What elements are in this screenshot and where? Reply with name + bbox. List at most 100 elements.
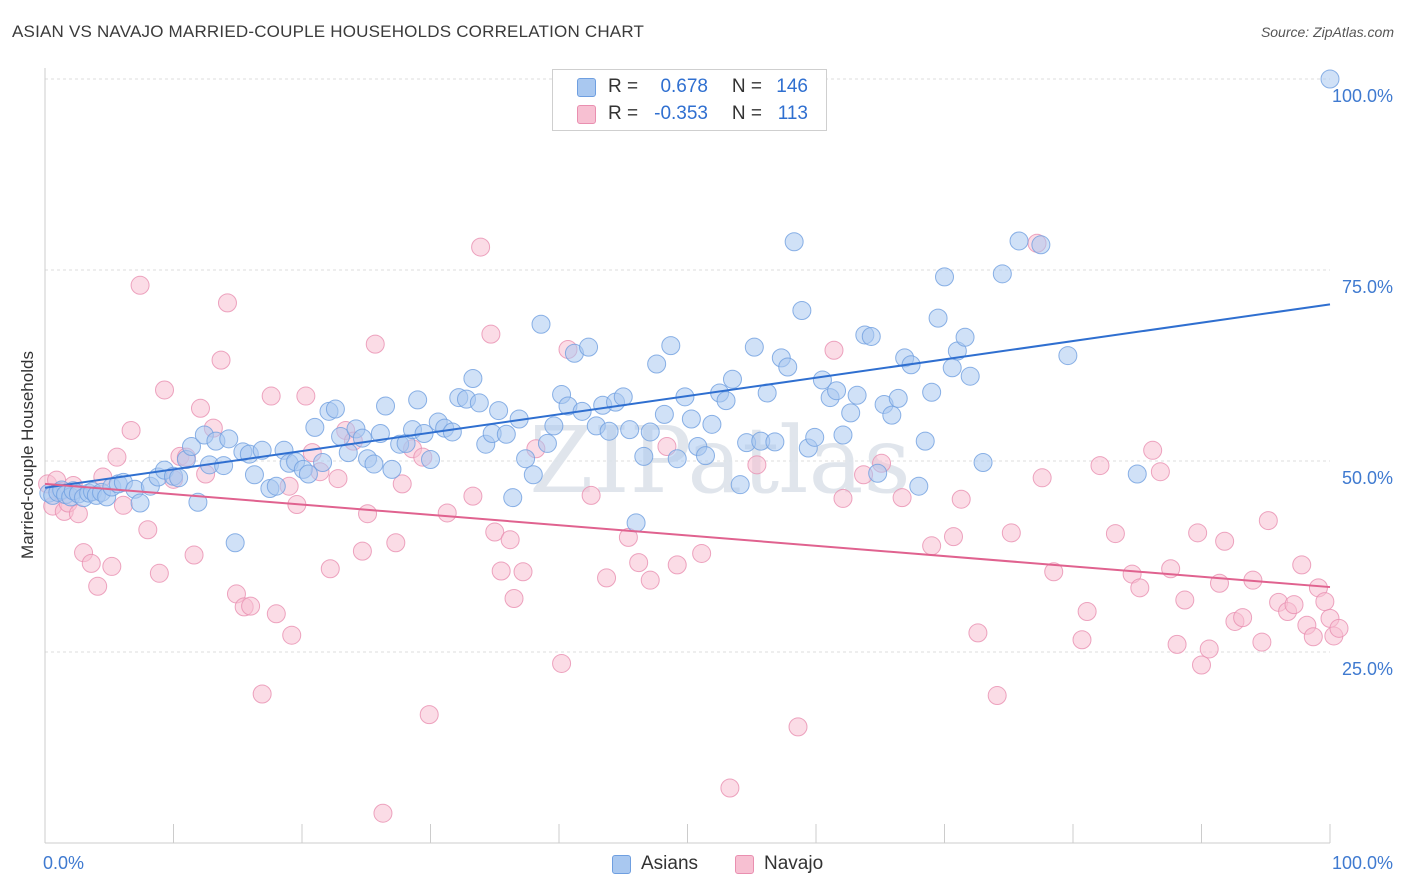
navajo-point bbox=[1090, 456, 1110, 476]
x-tick-label: 100.0% bbox=[1332, 853, 1393, 873]
n-value: 146 bbox=[776, 76, 808, 97]
asians-point bbox=[722, 369, 742, 389]
navajo-point bbox=[491, 561, 511, 581]
legend-row-navajo: R = -0.353 N = 113 bbox=[577, 102, 808, 126]
y-tick-label: 50.0% bbox=[1342, 468, 1393, 488]
navajo-point bbox=[922, 536, 942, 556]
asians-point bbox=[1320, 69, 1340, 89]
asians-point bbox=[792, 300, 812, 320]
navajo-point bbox=[107, 447, 127, 467]
navajo-point bbox=[747, 455, 767, 475]
asians-point bbox=[973, 453, 993, 473]
asians-point bbox=[626, 513, 646, 533]
navajo-trend-line bbox=[44, 482, 1331, 589]
navajo-point bbox=[667, 555, 687, 575]
asians-point bbox=[1058, 346, 1078, 366]
asians-point bbox=[181, 436, 201, 456]
navajo-point bbox=[1077, 602, 1097, 622]
asians-point bbox=[805, 427, 825, 447]
navajo-point bbox=[943, 527, 963, 547]
navajo-point bbox=[824, 340, 844, 360]
navajo-point bbox=[266, 604, 286, 624]
correlation-legend: R = 0.678 N = 146 R = -0.353 N = 113 bbox=[552, 69, 827, 131]
r-label: R = bbox=[608, 76, 639, 97]
navajo-point bbox=[1105, 524, 1125, 544]
navajo-point bbox=[720, 778, 740, 798]
asians-point bbox=[214, 456, 234, 476]
asians-point bbox=[503, 488, 523, 508]
y-axis-label: Married-couple Households bbox=[18, 351, 37, 559]
asians-point bbox=[531, 314, 551, 334]
navajo-point bbox=[968, 623, 988, 643]
navajo-point bbox=[296, 386, 316, 406]
navajo-point bbox=[629, 553, 649, 573]
asians-swatch bbox=[577, 77, 596, 97]
navajo-point bbox=[987, 686, 1007, 706]
asians-point bbox=[1009, 231, 1029, 251]
navajo-point bbox=[88, 576, 108, 596]
asians-point bbox=[130, 493, 150, 513]
asians-point bbox=[523, 465, 543, 485]
asians-point bbox=[702, 414, 722, 434]
asians-point bbox=[833, 425, 853, 445]
asians-point bbox=[915, 431, 935, 451]
navajo-point bbox=[328, 469, 348, 489]
navajo-point bbox=[1032, 468, 1052, 488]
navajo-point bbox=[1188, 523, 1208, 543]
asians-point bbox=[661, 336, 681, 356]
navajo-swatch bbox=[577, 104, 596, 124]
navajo-point bbox=[892, 488, 912, 508]
n-label: N = bbox=[731, 76, 762, 97]
navajo-legend-label: Navajo bbox=[764, 853, 824, 874]
asians-point bbox=[634, 446, 654, 466]
navajo-point bbox=[581, 485, 601, 505]
asians-point bbox=[640, 422, 660, 442]
asians-point bbox=[681, 409, 701, 429]
navajo-point bbox=[373, 803, 393, 823]
n-value: 113 bbox=[777, 103, 808, 124]
navajo-point bbox=[352, 541, 372, 561]
navajo-point bbox=[211, 350, 231, 370]
navajo-point bbox=[1258, 511, 1278, 531]
navajo-point bbox=[1001, 523, 1021, 543]
navajo-point bbox=[184, 545, 204, 565]
navajo-point bbox=[386, 533, 406, 553]
navajo-point bbox=[1315, 592, 1335, 612]
asians-point bbox=[784, 232, 804, 252]
navajo-point bbox=[1199, 639, 1219, 659]
navajo-point bbox=[788, 717, 808, 737]
navajo-point bbox=[1292, 555, 1312, 575]
navajo-point bbox=[485, 522, 505, 542]
asians-point bbox=[469, 393, 489, 413]
asians-point bbox=[442, 422, 462, 442]
asians-point bbox=[579, 337, 599, 357]
navajo-point bbox=[692, 543, 712, 563]
asians-point bbox=[882, 405, 902, 425]
asians-point bbox=[841, 403, 861, 423]
y-tick-label: 75.0% bbox=[1342, 277, 1393, 297]
navajo-legend-swatch bbox=[735, 854, 754, 874]
asians-point bbox=[370, 423, 390, 443]
asians-point bbox=[313, 453, 333, 473]
navajo-point bbox=[261, 386, 281, 406]
asians-point bbox=[695, 446, 715, 466]
navajo-point bbox=[113, 495, 133, 515]
navajo-point bbox=[102, 556, 122, 576]
navajo-point bbox=[130, 275, 150, 295]
r-value: -0.353 bbox=[654, 103, 708, 124]
navajo-point bbox=[833, 488, 853, 508]
asians-point bbox=[730, 475, 750, 495]
asians-point bbox=[861, 326, 881, 346]
asians-point bbox=[225, 533, 245, 553]
r-value: 0.678 bbox=[660, 76, 708, 97]
y-tick-label: 100.0% bbox=[1332, 86, 1393, 106]
navajo-point bbox=[419, 705, 439, 725]
navajo-point bbox=[437, 503, 457, 523]
chart-title: ASIAN VS NAVAJO MARRIED-COUPLE HOUSEHOLD… bbox=[12, 22, 645, 41]
navajo-point bbox=[365, 334, 385, 354]
asians-point bbox=[778, 357, 798, 377]
navajo-point bbox=[190, 398, 210, 418]
asians-point bbox=[169, 468, 189, 488]
navajo-point bbox=[1072, 630, 1092, 650]
